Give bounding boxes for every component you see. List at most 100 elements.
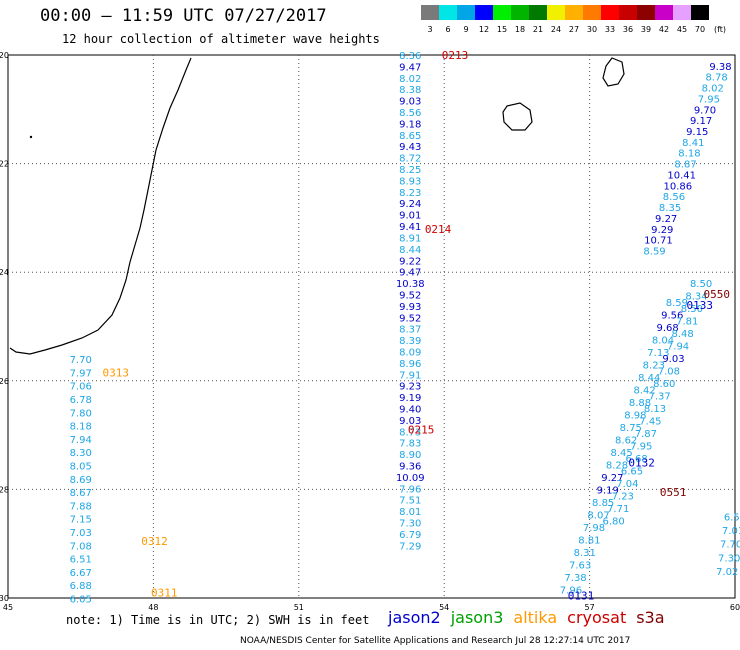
legend-altika: altika bbox=[513, 608, 558, 627]
swh-value: 9.19 bbox=[399, 393, 421, 404]
scale-swatch bbox=[493, 5, 511, 20]
scale-label: 36 bbox=[622, 25, 634, 34]
swh-value: 7.70 bbox=[720, 540, 740, 551]
swh-value: 7.98 bbox=[583, 523, 605, 534]
scale-swatch bbox=[637, 5, 655, 20]
swh-value: 8.38 bbox=[399, 85, 421, 96]
swh-value: 6.78 bbox=[70, 395, 92, 406]
pass-time-label: 0215 bbox=[408, 424, 435, 437]
swh-value: 7.04 bbox=[616, 479, 638, 490]
swh-value: 6.65 bbox=[621, 466, 643, 477]
swh-value: 7.30 bbox=[718, 553, 740, 564]
swh-value: 9.47 bbox=[399, 268, 421, 279]
scale-label: 6 bbox=[445, 25, 451, 34]
swh-value: 8.75 bbox=[620, 423, 642, 434]
swh-value: 9.03 bbox=[662, 354, 684, 365]
scale-swatch bbox=[583, 5, 601, 20]
swh-value: 8.37 bbox=[399, 325, 421, 336]
swh-value: 9.17 bbox=[690, 116, 712, 127]
scale-swatch bbox=[439, 5, 457, 20]
swh-value: 9.93 bbox=[399, 302, 421, 313]
swh-value: 9.15 bbox=[686, 127, 708, 138]
swh-value: 7.29 bbox=[399, 541, 421, 552]
swh-value: 8.42 bbox=[633, 385, 655, 396]
swh-value: 8.23 bbox=[399, 188, 421, 199]
swh-value: 8.02 bbox=[702, 84, 724, 95]
swh-value: 7.51 bbox=[399, 496, 421, 507]
pass-time-label: 0131 bbox=[568, 589, 595, 602]
swh-value: 9.24 bbox=[399, 199, 421, 210]
swh-value: 10.38 bbox=[396, 279, 425, 290]
swh-value: 9.41 bbox=[399, 222, 421, 233]
swh-value: 7.70 bbox=[70, 355, 92, 366]
swh-value: 8.39 bbox=[399, 336, 421, 347]
swh-value: 8.65 bbox=[399, 131, 421, 142]
swh-value: 6.80 bbox=[602, 516, 624, 527]
coastline bbox=[9, 57, 625, 355]
swh-value: 8.34 bbox=[685, 292, 707, 303]
swh-value: 8.73 bbox=[399, 427, 421, 438]
swh-value: 9.52 bbox=[399, 290, 421, 301]
swh-value: 7.88 bbox=[70, 501, 92, 512]
swh-value: 8.67 bbox=[70, 488, 92, 499]
swh-value: 8.18 bbox=[678, 149, 700, 160]
lon-tick-label: 45 bbox=[3, 603, 13, 612]
swh-value: 8.93 bbox=[399, 176, 421, 187]
swh-value: 7.23 bbox=[612, 491, 634, 502]
swh-value: 9.22 bbox=[399, 256, 421, 267]
pass-time-label: 0550 bbox=[703, 288, 730, 301]
lat-tick-label: -28 bbox=[0, 485, 9, 494]
scale-swatch bbox=[565, 5, 583, 20]
swh-value: 9.70 bbox=[694, 105, 716, 116]
swh-value: 8.91 bbox=[399, 233, 421, 244]
swh-value: 7.91 bbox=[399, 370, 421, 381]
scale-label: 3 bbox=[427, 25, 433, 34]
swh-value: 7.94 bbox=[70, 435, 92, 446]
swh-value: 8.25 bbox=[399, 165, 421, 176]
swh-value: 9.40 bbox=[399, 404, 421, 415]
swh-value: 6.68 bbox=[625, 454, 647, 465]
scale-swatch bbox=[457, 5, 475, 20]
legend-cryosat: cryosat bbox=[567, 608, 627, 627]
swh-value: 9.38 bbox=[709, 62, 731, 73]
swh-value: 8.30 bbox=[70, 448, 92, 459]
graticule bbox=[7, 54, 736, 599]
swh-value: 7.08 bbox=[70, 541, 92, 552]
swh-value: 8.72 bbox=[399, 154, 421, 165]
swh-value: 8.60 bbox=[653, 379, 675, 390]
legend-jason3: jason3 bbox=[450, 608, 504, 627]
scale-label: 39 bbox=[640, 25, 652, 34]
lon-tick-label: 54 bbox=[439, 603, 449, 612]
swh-value: 8.81 bbox=[578, 535, 600, 546]
swh-value: 7.30 bbox=[399, 519, 421, 530]
swh-value: 6.67 bbox=[70, 568, 92, 579]
swh-value: 9.36 bbox=[399, 462, 421, 473]
swh-value: 8.07 bbox=[587, 510, 609, 521]
swh-value: 9.18 bbox=[399, 119, 421, 130]
lat-tick-label: -22 bbox=[0, 160, 9, 169]
swh-value: 8.96 bbox=[399, 359, 421, 370]
swh-value: 9.43 bbox=[399, 142, 421, 153]
swh-value: 8.09 bbox=[399, 347, 421, 358]
swh-value: 7.08 bbox=[658, 366, 680, 377]
swh-value: 8.01 bbox=[399, 507, 421, 518]
lon-tick-label: 60 bbox=[730, 603, 740, 612]
swh-value: 7.02 bbox=[716, 567, 738, 578]
swh-value: 10.09 bbox=[396, 473, 425, 484]
legend-s3a: s3a bbox=[636, 608, 665, 627]
small-islet bbox=[29, 135, 33, 139]
lon-tick-label: 48 bbox=[148, 603, 158, 612]
map-title: 00:00 – 11:59 UTC 07/27/2017 bbox=[40, 6, 327, 26]
swh-value: 7.94 bbox=[667, 342, 689, 353]
swh-value: 7.97 bbox=[70, 368, 92, 379]
legend-jason2: jason2 bbox=[388, 608, 441, 627]
scale-swatch bbox=[475, 5, 493, 20]
swh-value: 8.56 bbox=[399, 108, 421, 119]
swh-value: 7.96 bbox=[560, 585, 582, 596]
scale-swatch bbox=[421, 5, 439, 20]
scale-swatch bbox=[673, 5, 691, 20]
swh-value: 10.86 bbox=[663, 181, 692, 192]
swh-value: 9.68 bbox=[656, 323, 678, 334]
scale-swatch bbox=[691, 5, 709, 20]
